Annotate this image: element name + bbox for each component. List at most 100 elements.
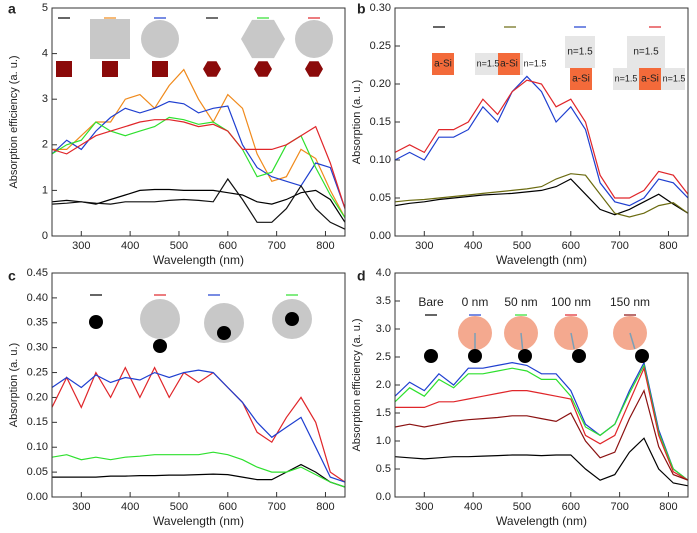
x-tick-label: 500 xyxy=(513,501,531,513)
y-axis-title: Absorption efficiency (a. u.) xyxy=(351,318,363,451)
x-tick-label: 800 xyxy=(316,501,334,513)
y-tick-label: 2 xyxy=(42,139,48,151)
plot-frame xyxy=(394,7,689,237)
series-line xyxy=(52,451,345,488)
y-tick-label: 2.0 xyxy=(376,379,391,391)
y-axis-title: Absorption (a. u.) xyxy=(351,80,363,164)
series-line xyxy=(52,366,345,483)
inset-particle xyxy=(203,61,221,77)
x-tick-label: 600 xyxy=(219,240,237,252)
x-tick-label: 600 xyxy=(562,240,580,252)
inset-particle xyxy=(89,315,103,329)
inset-stem xyxy=(629,332,636,350)
series-line xyxy=(395,79,688,199)
inset-particle xyxy=(254,61,272,77)
x-tick-label: 600 xyxy=(562,501,580,513)
inset-circle xyxy=(141,20,179,58)
x-tick-label: 300 xyxy=(72,501,90,513)
inset-block xyxy=(565,36,595,68)
series-line xyxy=(395,75,688,207)
y-tick-label: 5 xyxy=(42,2,48,14)
x-tick-label: 400 xyxy=(464,240,482,252)
y-tick-label: 0.10 xyxy=(370,154,391,166)
y-axis-title: Absorption (a. u.) xyxy=(8,343,20,427)
y-tick-label: 0 xyxy=(42,230,48,242)
legend-label: Bare xyxy=(418,295,444,309)
inset-label: n=1.5 xyxy=(524,58,547,68)
y-tick-label: 0.45 xyxy=(27,267,48,279)
inset-particle xyxy=(152,61,168,77)
plot-frame xyxy=(51,272,346,498)
panel-label: d xyxy=(357,268,366,284)
inset-particle xyxy=(305,61,323,77)
y-tick-label: 0.40 xyxy=(27,292,48,304)
inset-block xyxy=(627,36,665,68)
inset-particle xyxy=(285,312,299,326)
x-tick-label: 300 xyxy=(415,501,433,513)
inset-label: n=1.5 xyxy=(615,73,638,83)
inset-square xyxy=(90,19,130,59)
panel-label: c xyxy=(8,268,16,284)
inset-particle xyxy=(56,61,72,77)
series-line xyxy=(395,363,688,481)
y-tick-label: 1.5 xyxy=(376,407,391,419)
y-tick-label: 0.10 xyxy=(27,441,48,453)
legend-label: 0 nm xyxy=(462,295,489,309)
series-line xyxy=(52,177,345,230)
y-tick-label: 2.5 xyxy=(376,351,391,363)
y-tick-label: 1.0 xyxy=(376,435,391,447)
y-tick-label: 4.0 xyxy=(376,267,391,279)
y-tick-label: 1 xyxy=(42,184,48,196)
x-axis-title: Wavelength (nm) xyxy=(496,253,587,267)
inset-shell xyxy=(204,303,244,343)
panel-label: a xyxy=(8,1,16,17)
y-tick-label: 0.25 xyxy=(370,40,391,52)
x-tick-label: 800 xyxy=(659,501,677,513)
y-tick-label: 0.0 xyxy=(376,491,391,503)
inset-particle xyxy=(468,349,482,363)
series-line xyxy=(395,173,688,218)
series-line xyxy=(395,366,688,481)
inset-block xyxy=(498,53,520,75)
legend-label: 100 nm xyxy=(551,295,591,309)
y-tick-label: 0.15 xyxy=(370,116,391,128)
inset-circle xyxy=(295,20,333,58)
panel-label: b xyxy=(357,1,366,17)
y-tick-label: 3.0 xyxy=(376,323,391,335)
inset-label: a-Si xyxy=(434,59,452,70)
inset-block xyxy=(432,53,454,75)
inset-label: a-Si xyxy=(641,74,659,85)
series-line xyxy=(52,119,345,209)
y-axis-title: Absorption efficiency (a. u.) xyxy=(8,55,20,188)
inset-particle xyxy=(102,61,118,77)
x-axis-title: Wavelength (nm) xyxy=(153,253,244,267)
x-tick-label: 700 xyxy=(610,501,628,513)
legend-label: 150 nm xyxy=(610,295,650,309)
x-tick-label: 700 xyxy=(267,501,285,513)
y-tick-label: 3 xyxy=(42,93,48,105)
inset-particle xyxy=(518,349,532,363)
inset-stem xyxy=(570,332,575,350)
x-tick-label: 500 xyxy=(170,501,188,513)
y-tick-label: 0.05 xyxy=(370,192,391,204)
series-line xyxy=(52,188,345,223)
y-tick-label: 0.30 xyxy=(370,2,391,14)
x-tick-label: 500 xyxy=(170,240,188,252)
x-tick-label: 500 xyxy=(513,240,531,252)
y-tick-label: 0.20 xyxy=(27,391,48,403)
inset-label: a-Si xyxy=(500,59,518,70)
inset-stem xyxy=(520,332,524,350)
inset-label: a-Si xyxy=(572,74,590,85)
y-tick-label: 0.05 xyxy=(27,466,48,478)
y-tick-label: 0.00 xyxy=(370,230,391,242)
inset-label: n=1.5 xyxy=(567,47,593,58)
x-tick-label: 300 xyxy=(72,240,90,252)
series-line xyxy=(395,437,688,487)
inset-particle xyxy=(635,349,649,363)
x-tick-label: 800 xyxy=(316,240,334,252)
inset-particle xyxy=(572,349,586,363)
y-tick-label: 0.20 xyxy=(370,78,391,90)
x-tick-label: 400 xyxy=(464,501,482,513)
inset-label: n=1.5 xyxy=(663,73,686,83)
x-tick-label: 800 xyxy=(659,240,677,252)
